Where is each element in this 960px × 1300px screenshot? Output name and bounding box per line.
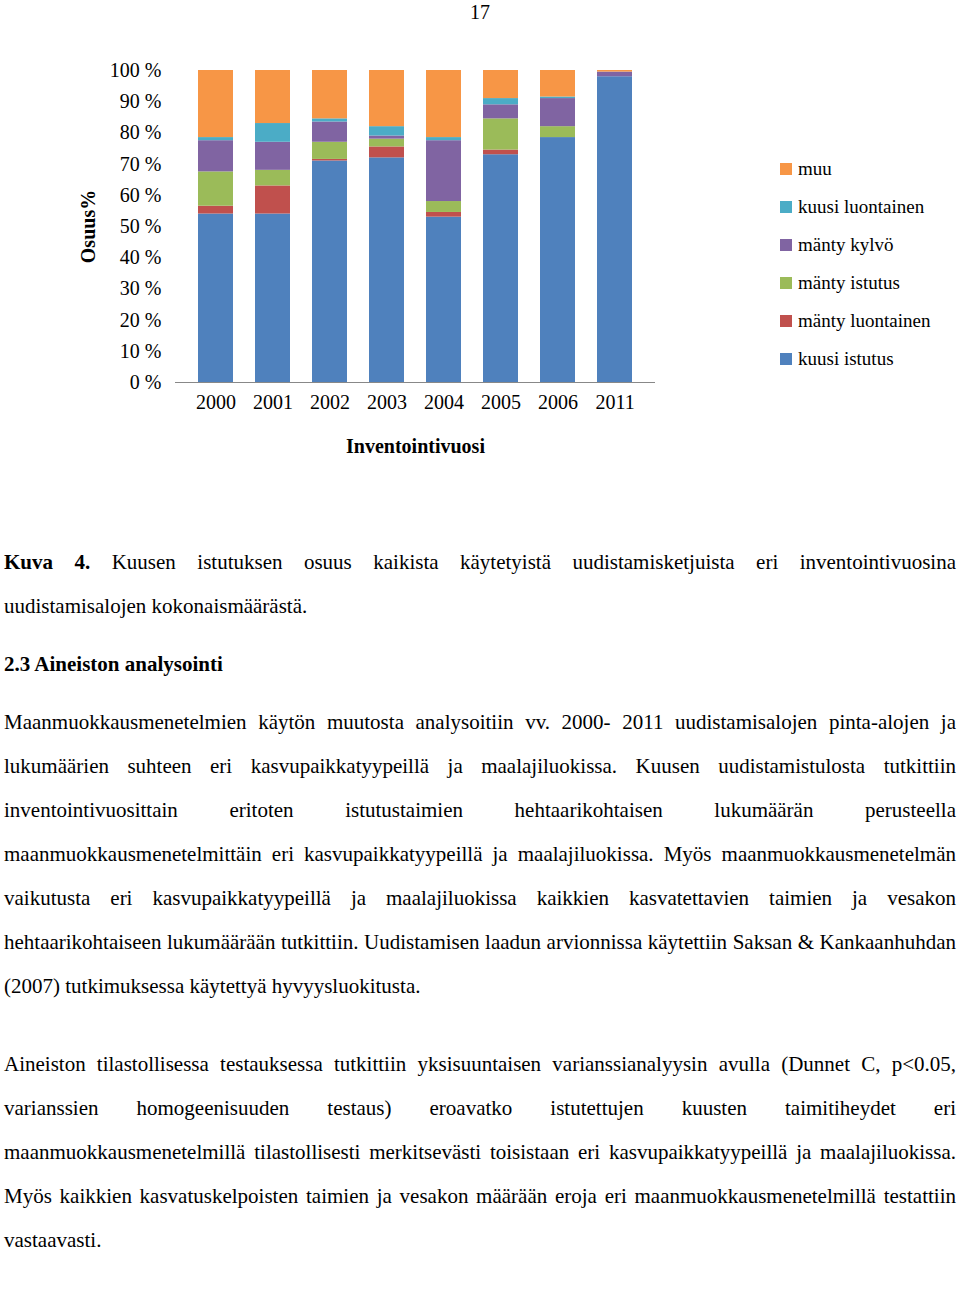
svg-text:2005: 2005 bbox=[481, 391, 521, 413]
svg-text:2002: 2002 bbox=[310, 391, 350, 413]
svg-text:20 %: 20 % bbox=[120, 309, 162, 331]
svg-text:Inventointivuosi: Inventointivuosi bbox=[346, 435, 485, 457]
svg-text:30 %: 30 % bbox=[120, 277, 162, 299]
svg-text:2000: 2000 bbox=[196, 391, 236, 413]
svg-text:60 %: 60 % bbox=[120, 184, 162, 206]
svg-text:0 %: 0 % bbox=[130, 371, 162, 393]
html-text:mänty kylvö: mänty kylvö bbox=[798, 234, 894, 255]
svg-text:2003: 2003 bbox=[367, 391, 407, 413]
svg-text:80 %: 80 % bbox=[120, 121, 162, 143]
svg-text:10 %: 10 % bbox=[120, 340, 162, 362]
html-text:muu: muu bbox=[798, 158, 832, 179]
html-text:mänty luontainen: mänty luontainen bbox=[798, 310, 931, 331]
svg-text:2001: 2001 bbox=[253, 391, 293, 413]
svg-text:70 %: 70 % bbox=[120, 153, 162, 175]
html-text:Maanmuokkausmenetelmien käytön: Maanmuokkausmenetelmien käytön muutosta … bbox=[4, 710, 956, 998]
html-text:2.3 Aineiston analysointi: 2.3 Aineiston analysointi bbox=[4, 652, 223, 676]
html-text:kuusi luontainen: kuusi luontainen bbox=[798, 196, 925, 217]
html-text:mänty istutus: mänty istutus bbox=[798, 272, 900, 293]
html-text:kuusi istutus: kuusi istutus bbox=[798, 348, 894, 369]
svg-text:100 %: 100 % bbox=[110, 59, 162, 81]
svg-text:50 %: 50 % bbox=[120, 215, 162, 237]
html-text:Kuva 4. Kuusen istutuksen osuu: Kuva 4. Kuusen istutuksen osuus kaikista… bbox=[4, 550, 956, 618]
svg-text:40 %: 40 % bbox=[120, 246, 162, 268]
html-text:17: 17 bbox=[470, 1, 490, 23]
svg-text:2004: 2004 bbox=[424, 391, 464, 413]
svg-text:90 %: 90 % bbox=[120, 90, 162, 112]
svg-text:Osuus%: Osuus% bbox=[77, 190, 99, 263]
svg-text:2011: 2011 bbox=[595, 391, 634, 413]
html-text:Aineiston tilastollisessa test: Aineiston tilastollisessa testauksessa t… bbox=[4, 1052, 956, 1252]
svg-text:2006: 2006 bbox=[538, 391, 578, 413]
